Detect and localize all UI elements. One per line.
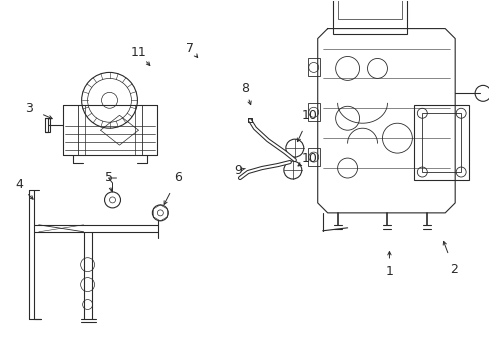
- Text: 4: 4: [15, 179, 23, 192]
- Bar: [333, 0, 407, 33]
- Bar: [308, 148, 319, 166]
- Bar: [308, 58, 319, 76]
- Bar: [415, 105, 469, 180]
- Text: 9: 9: [234, 163, 242, 176]
- Bar: [338, 0, 402, 19]
- Bar: [45, 118, 50, 132]
- Text: 8: 8: [241, 82, 249, 95]
- Bar: [422, 113, 461, 172]
- Text: 5: 5: [104, 171, 113, 184]
- Text: 7: 7: [186, 42, 194, 55]
- Text: 10: 10: [302, 109, 318, 122]
- Text: 6: 6: [174, 171, 182, 184]
- Text: 11: 11: [130, 46, 147, 59]
- Text: 1: 1: [386, 265, 393, 278]
- Text: 2: 2: [450, 263, 458, 276]
- Text: 10: 10: [302, 152, 318, 165]
- Bar: [308, 103, 319, 121]
- Text: 3: 3: [25, 102, 33, 115]
